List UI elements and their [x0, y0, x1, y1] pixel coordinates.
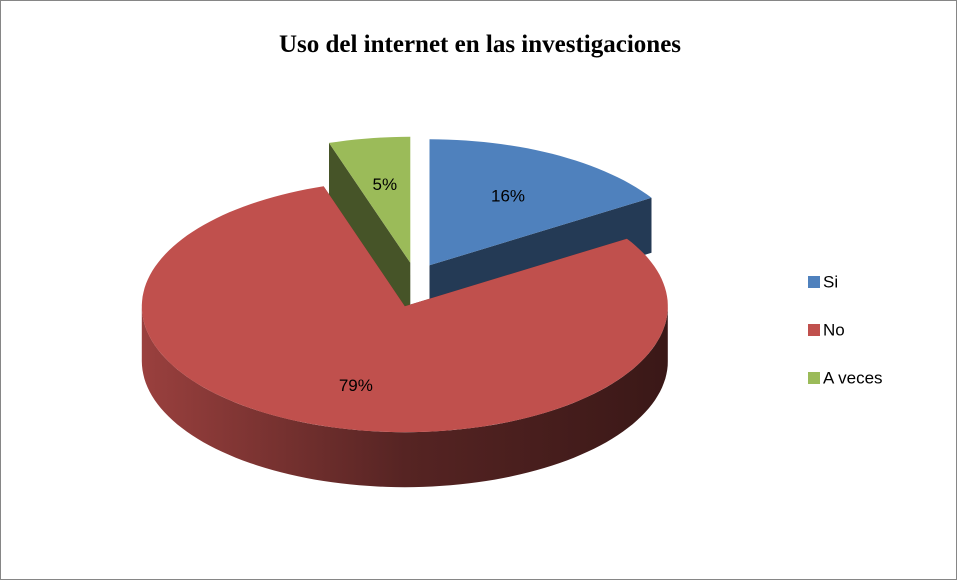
legend-label: A veces [823, 368, 883, 387]
chart-title: Uso del internet en las investigaciones [279, 31, 681, 58]
slice [429, 139, 652, 266]
legend-label: No [823, 320, 845, 339]
data-label: 79% [339, 376, 373, 395]
data-label: 5% [373, 175, 398, 194]
slice-side [329, 142, 411, 318]
slice [141, 186, 668, 433]
slice [141, 186, 668, 488]
legend-swatch [808, 276, 820, 288]
legend-swatch [808, 372, 820, 384]
slice [329, 136, 411, 263]
legend-label: Si [823, 272, 838, 291]
slice-side [141, 306, 668, 488]
legend-swatch [808, 324, 820, 336]
data-label: 16% [491, 186, 525, 205]
slice [329, 136, 411, 318]
